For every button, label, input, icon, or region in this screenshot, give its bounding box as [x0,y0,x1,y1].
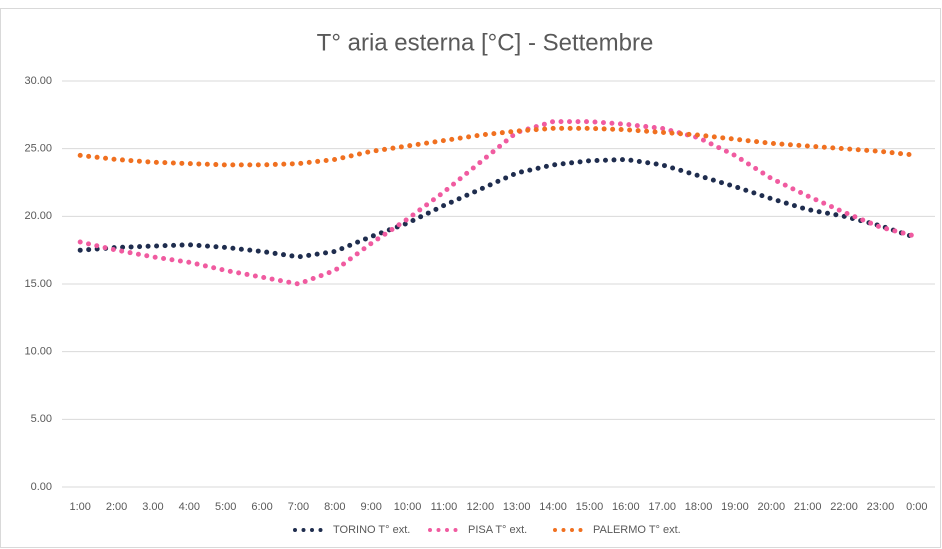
legend-label: TORINO T° ext. [333,524,410,536]
x-tick-label: 7:00 [288,501,309,513]
x-tick-label: 8:00 [324,501,345,513]
x-tick-label: 16:00 [612,501,640,513]
x-tick-label: 23:00 [867,501,895,513]
x-tick-label: 0:00 [906,501,927,513]
y-tick-label: 20.00 [24,210,52,222]
x-tick-label: 4:00 [179,501,200,513]
series-line [77,156,920,260]
x-tick-label: 9:00 [360,501,381,513]
x-tick-label: 13:00 [503,501,531,513]
x-tick-label: 15:00 [576,501,604,513]
x-tick-label: 20:00 [758,501,786,513]
x-tick-label: 10:00 [394,501,422,513]
x-tick-label: 2:00 [106,501,127,513]
y-tick-label: 25.00 [24,143,52,155]
chart-title: T° aria esterna [°C] - Settembre [317,29,654,56]
x-tick-label: 19:00 [721,501,749,513]
x-tick-label: 3.00 [142,501,163,513]
x-tick-label: 18:00 [685,501,713,513]
x-tick-label: 11:00 [431,501,458,513]
y-tick-label: 0.00 [31,481,52,493]
x-tick-label: 22:00 [830,501,858,513]
x-tick-label: 17.00 [648,501,676,513]
y-tick-label: 30.00 [24,75,52,87]
x-tick-label: 6:00 [251,501,272,513]
x-tick-label: 5:00 [215,501,236,513]
y-tick-label: 15.00 [24,278,52,290]
legend-label: PISA T° ext. [468,524,527,536]
chart-border [0,8,941,548]
x-tick-label: 1:00 [69,501,90,513]
series-line [77,119,920,287]
x-tick-label: 21:00 [794,501,822,513]
legend-label: PALERMO T° ext. [593,524,681,536]
y-tick-label: 5.00 [31,413,52,425]
y-tick-label: 10.00 [24,346,52,358]
x-tick-label: 14:00 [539,501,567,513]
x-tick-label: 12:00 [467,501,495,513]
